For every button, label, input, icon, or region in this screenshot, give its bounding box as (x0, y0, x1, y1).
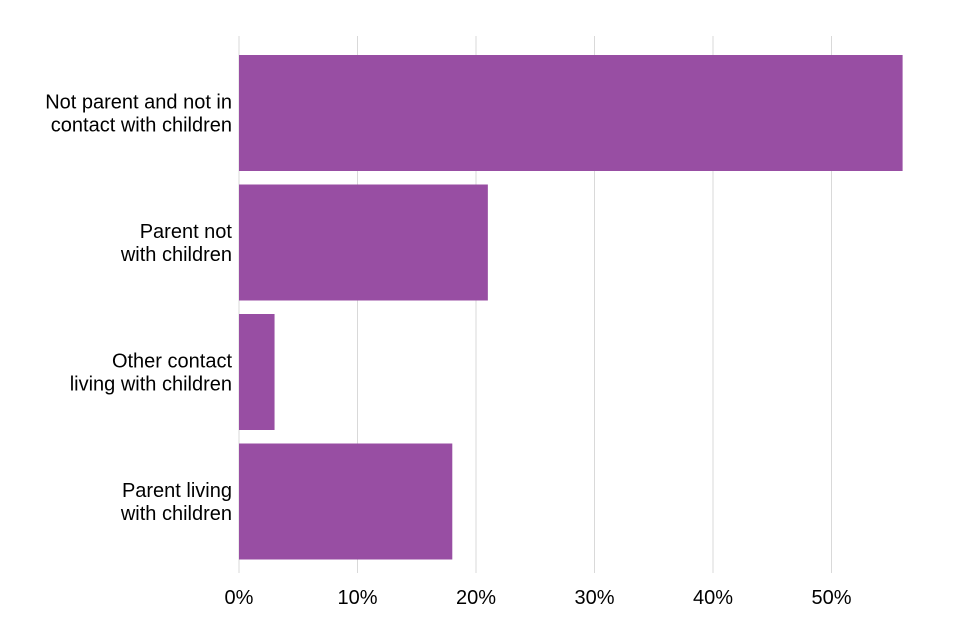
category-label: Not parent and not in contact with childr… (45, 92, 232, 137)
category-label-line: Parent not (140, 221, 233, 243)
bar (239, 55, 903, 171)
bar (239, 314, 275, 430)
category-label: Parent not with children (120, 221, 233, 266)
category-label-line: with children (120, 244, 232, 266)
category-label-line: with children (120, 503, 232, 525)
category-label-line: Parent living (122, 480, 232, 502)
x-tick-label: 50% (811, 587, 851, 609)
category-label-line: Other contact (112, 351, 233, 373)
x-tick-label: 10% (337, 587, 377, 609)
category-label: Other contact living with children (70, 351, 233, 396)
x-tick-label: 30% (574, 587, 614, 609)
category-label: Parent living with children (120, 480, 232, 525)
bar (239, 443, 453, 560)
x-tick-label: 40% (693, 587, 733, 609)
x-tick-labels: 0% 10% 20% 30% 40% 50% (225, 587, 852, 609)
category-label-line: Not parent and not in (45, 92, 232, 114)
bars (239, 55, 903, 560)
x-tick-label: 0% (225, 587, 254, 609)
x-tick-label: 20% (456, 587, 496, 609)
category-label-line: living with children (70, 374, 232, 396)
category-label-line: contact with children (51, 115, 232, 137)
category-labels: Not parent and not in contact with childr… (45, 92, 232, 526)
bar (239, 184, 488, 301)
